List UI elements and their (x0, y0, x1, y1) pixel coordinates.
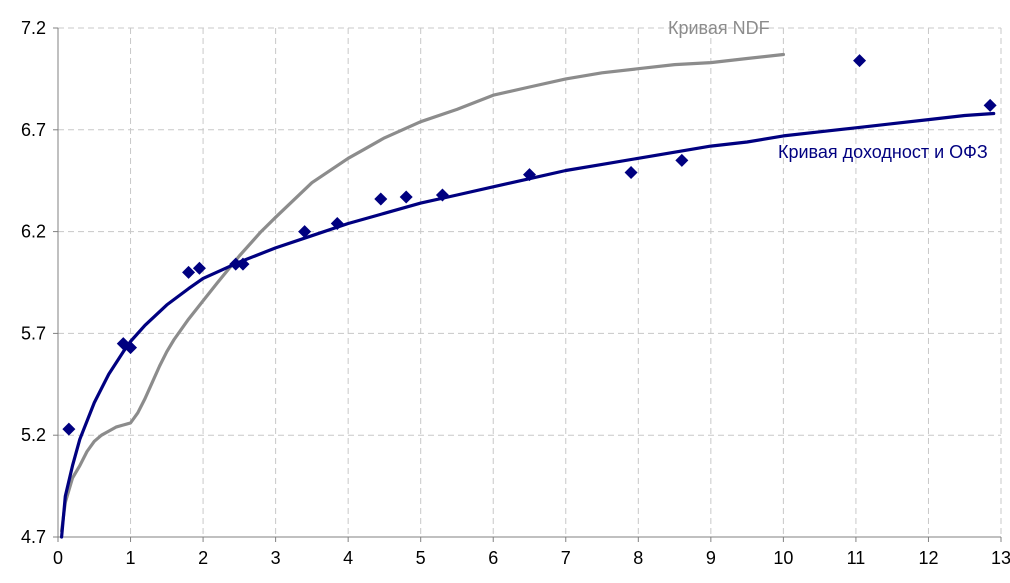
x-tick-label-2: 2 (198, 548, 208, 568)
ofz-bond-point-11 (435, 188, 449, 202)
ofz-bond-point-10 (399, 190, 413, 204)
x-tick-label-9: 9 (706, 548, 716, 568)
x-tick-label-10: 10 (773, 548, 793, 568)
x-tick-label-0: 0 (53, 548, 63, 568)
ofz-bond-point-0 (62, 422, 76, 436)
ofz-bond-point-1 (116, 337, 130, 351)
x-tick-label-13: 13 (991, 548, 1010, 568)
ndf-curve-label: Кривая NDF (668, 18, 770, 38)
x-tick-label-3: 3 (271, 548, 281, 568)
ofz-bond-point-4 (192, 261, 206, 275)
ofz-bond-point-16 (983, 98, 997, 112)
axis-layer: 0 1 2 3 4 5 6 7 8 9 10 11 12 134.75.25.76.26.77.2 (21, 18, 1010, 568)
x-tick-label-8: 8 (633, 548, 643, 568)
ofz-bond-point-14 (675, 153, 689, 167)
y-tick-label-5: 7.2 (21, 18, 46, 38)
y-tick-label-1: 5.2 (21, 425, 46, 445)
grid-layer (58, 27, 1002, 537)
ofz-curve-label: Кривая доходност и ОФЗ (778, 142, 988, 162)
ofz-bond-point-6 (236, 257, 250, 271)
ndf-curve-line (60, 52, 785, 533)
ofz-bond-point-15 (853, 54, 867, 68)
x-tick-label-5: 5 (416, 548, 426, 568)
x-tick-label-7: 7 (561, 548, 571, 568)
y-tick-label-2: 5.7 (21, 323, 46, 343)
x-tick-label-6: 6 (488, 548, 498, 568)
label-layer: Кривая NDF Кривая доходност и ОФЗ (668, 18, 988, 162)
ofz-bond-point-13 (624, 166, 638, 180)
ofz-bond-point-2 (124, 341, 138, 355)
points-layer (62, 54, 997, 436)
ofz-bond-point-3 (182, 265, 196, 279)
x-tick-label-12: 12 (918, 548, 938, 568)
x-tick-label-1: 1 (126, 548, 136, 568)
ofz-bond-point-7 (298, 225, 312, 239)
series-layer (60, 52, 996, 539)
x-tick-label-11: 11 (847, 548, 866, 568)
ofz-bond-point-9 (374, 192, 388, 206)
x-tick-label-4: 4 (343, 548, 353, 568)
y-tick-label-0: 4.7 (21, 527, 46, 547)
y-tick-label-3: 6.2 (21, 222, 46, 242)
ofz-curve-line (60, 111, 996, 539)
ofz-bond-point-5 (229, 257, 243, 271)
y-tick-label-4: 6.7 (21, 120, 46, 140)
ofz-bond-point-8 (330, 216, 344, 230)
ofz-bond-point-12 (523, 168, 536, 182)
